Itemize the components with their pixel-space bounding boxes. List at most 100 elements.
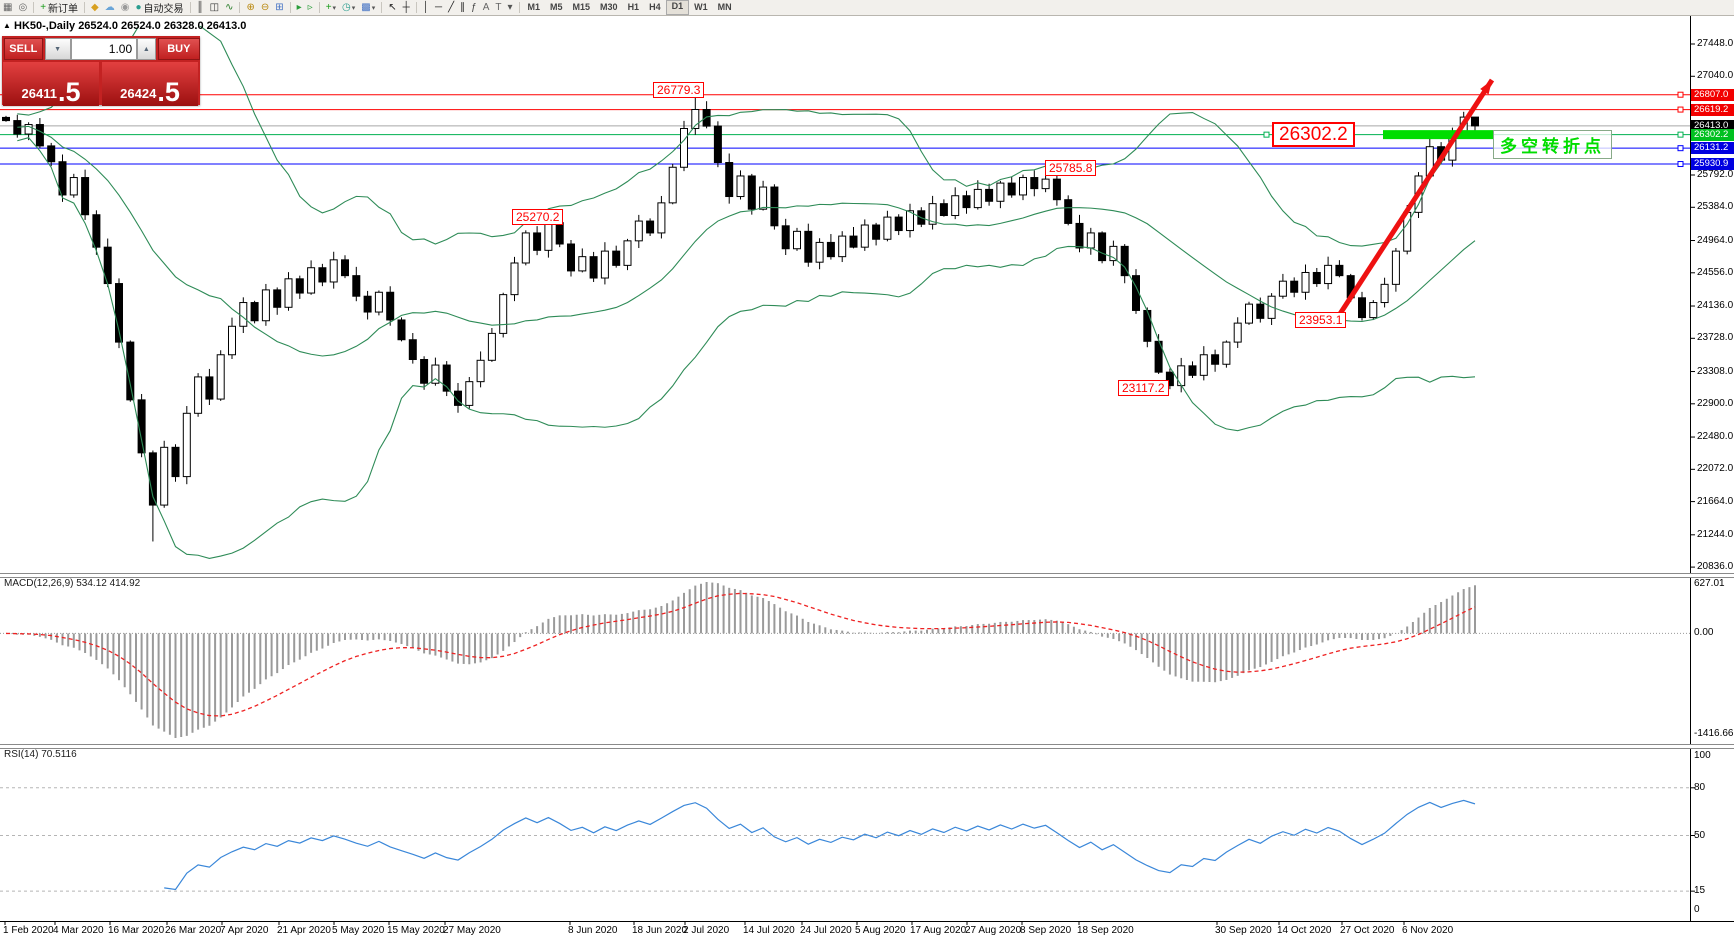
paint-bucket-icon: ◆ xyxy=(91,2,99,13)
date-tick-27-May-2020: 27 May 2020 xyxy=(443,925,501,936)
chart-shift-icon[interactable]: ▹ xyxy=(305,1,316,14)
candle xyxy=(612,250,621,266)
volume-increase-button[interactable]: ▲ xyxy=(137,38,156,60)
zoom-in-icon: ⊕ xyxy=(246,2,255,13)
level-handle[interactable] xyxy=(1677,145,1684,152)
collapse-chart-icon[interactable]: ▲ xyxy=(3,21,11,30)
macd-axis-max: 627.01 xyxy=(1694,578,1725,589)
pane-divider-macd[interactable] xyxy=(0,573,1734,578)
label-icon[interactable]: T xyxy=(492,1,504,14)
price-annotation-23117.2[interactable]: 23117.2 xyxy=(1118,380,1169,396)
price-annotation-25785.8[interactable]: 25785.8 xyxy=(1045,160,1097,176)
level-handle[interactable] xyxy=(1677,161,1684,168)
level-handle[interactable] xyxy=(1677,106,1684,113)
crosshair-icon[interactable]: ┼ xyxy=(400,1,413,14)
line-chart-icon[interactable]: ∿ xyxy=(222,1,236,14)
candle xyxy=(1233,322,1242,343)
tile-windows-icon[interactable]: ⊞ xyxy=(272,1,286,14)
price-annotation-26779.3[interactable]: 26779.3 xyxy=(653,82,705,98)
auto-scroll-icon[interactable]: ▸ xyxy=(294,1,305,14)
timeframe-m15-button[interactable]: M15 xyxy=(572,2,591,12)
bull-bear-turning-point-note[interactable]: 多空转折点 xyxy=(1493,130,1612,159)
templates-icon-dropdown[interactable]: ▾ xyxy=(371,4,376,12)
candle xyxy=(962,195,971,209)
candle xyxy=(1199,354,1208,376)
candle xyxy=(250,302,259,322)
equidistant-channel-icon[interactable]: ∥ xyxy=(457,1,468,14)
cursor-icon[interactable]: ↖ xyxy=(385,1,399,14)
toolbar-separator xyxy=(381,2,383,13)
level-handle[interactable] xyxy=(1677,131,1684,138)
volume-input[interactable]: 1.00 xyxy=(70,38,138,60)
signal-icon[interactable]: ◉ xyxy=(118,1,133,14)
zoom-out-icon[interactable]: ⊖ xyxy=(258,1,272,14)
buy-button[interactable]: BUY xyxy=(157,38,201,60)
volume-decrease-button[interactable]: ▼ xyxy=(44,38,71,60)
price-tick: 24556.0 xyxy=(1697,266,1734,278)
candle xyxy=(996,182,1005,202)
text-icon[interactable]: A xyxy=(480,1,493,14)
price-annotation-25270.2[interactable]: 25270.2 xyxy=(512,209,564,225)
chart-window-icon[interactable]: ▦ xyxy=(0,1,15,14)
price-annotation-26302.2[interactable]: 26302.2 xyxy=(1272,122,1355,147)
price-badge-26619.2: 26619.2 xyxy=(1691,103,1734,116)
candle xyxy=(1414,175,1423,213)
fibonacci-icon[interactable]: ƒ xyxy=(468,1,480,14)
timeframe-mn-button[interactable]: MN xyxy=(717,2,732,12)
fibonacci-icon: ƒ xyxy=(471,2,477,13)
vline-icon[interactable]: │ xyxy=(420,1,432,14)
price-tick: 22072.0 xyxy=(1697,463,1734,475)
timeframe-m30-button[interactable]: M30 xyxy=(600,2,618,12)
candle xyxy=(691,109,700,129)
price-annotation-23953.1[interactable]: 23953.1 xyxy=(1295,312,1347,328)
price-tick: 21244.0 xyxy=(1697,528,1734,540)
candles-chart-icon[interactable]: ◫ xyxy=(207,1,222,14)
date-tick-18-Jun-2020: 18 Jun 2020 xyxy=(632,925,688,936)
toolbar-separator xyxy=(84,2,86,13)
new-order-button[interactable]: + 新订单 xyxy=(37,1,81,15)
zoom-preview-icon[interactable]: ◎ xyxy=(15,1,30,14)
price-tick: 23728.0 xyxy=(1697,332,1734,344)
candle xyxy=(623,240,632,266)
timeframe-w1-button[interactable]: W1 xyxy=(694,2,708,12)
zoom-in-icon[interactable]: ⊕ xyxy=(243,1,257,14)
timeframe-m5-button[interactable]: M5 xyxy=(550,2,563,12)
candle xyxy=(329,259,338,283)
date-tick-8-Jun-2020: 8 Jun 2020 xyxy=(568,925,618,936)
sell-button[interactable]: SELL xyxy=(4,38,43,60)
arrows-icon[interactable]: ▾ xyxy=(504,1,515,14)
chart-shift-icon: ▹ xyxy=(307,2,313,13)
candle xyxy=(261,289,270,322)
hline-icon[interactable]: ─ xyxy=(432,1,445,14)
indicators-icon[interactable]: + ▾ xyxy=(323,1,339,14)
timeframe-h4-button[interactable]: H4 xyxy=(649,2,661,12)
paint-bucket-icon[interactable]: ◆ xyxy=(88,1,102,14)
equidistant-channel-icon: ∥ xyxy=(460,2,466,13)
sell-price-display[interactable]: 26411 .5 xyxy=(3,62,99,106)
periods-icon-dropdown[interactable]: ▾ xyxy=(351,4,356,12)
templates-icon[interactable]: ▩ ▾ xyxy=(358,1,378,14)
bars-chart-icon[interactable]: ║ xyxy=(194,1,207,14)
candle xyxy=(318,267,327,283)
candle xyxy=(352,275,361,297)
bollinger-band xyxy=(17,125,1476,357)
toolbar-separator xyxy=(33,2,35,13)
cloud-icon[interactable]: ☁ xyxy=(102,1,118,14)
toolbar-separator xyxy=(239,2,241,13)
pane-divider-rsi[interactable] xyxy=(0,744,1734,749)
candle xyxy=(1064,199,1073,224)
indicators-icon-dropdown[interactable]: ▾ xyxy=(332,4,337,12)
timeframe-d1-button[interactable]: D1 xyxy=(665,0,690,15)
date-tick-5-May-2020: 5 May 2020 xyxy=(332,925,385,936)
candle xyxy=(374,291,383,313)
timeframe-m1-button[interactable]: M1 xyxy=(527,2,541,12)
timeframe-h1-button[interactable]: H1 xyxy=(627,2,640,12)
buy-price-display[interactable]: 26424 .5 xyxy=(102,62,198,106)
periods-icon[interactable]: ◷ ▾ xyxy=(339,1,358,14)
level-handle[interactable] xyxy=(1677,91,1684,98)
autotrade-button[interactable]: ● 自动交易 xyxy=(132,1,186,15)
bars-chart-icon: ║ xyxy=(196,2,204,13)
trendline-icon[interactable]: ╱ xyxy=(445,1,457,14)
price-badge-25930.9: 25930.9 xyxy=(1691,158,1734,171)
trend-arrow[interactable] xyxy=(1333,78,1495,322)
